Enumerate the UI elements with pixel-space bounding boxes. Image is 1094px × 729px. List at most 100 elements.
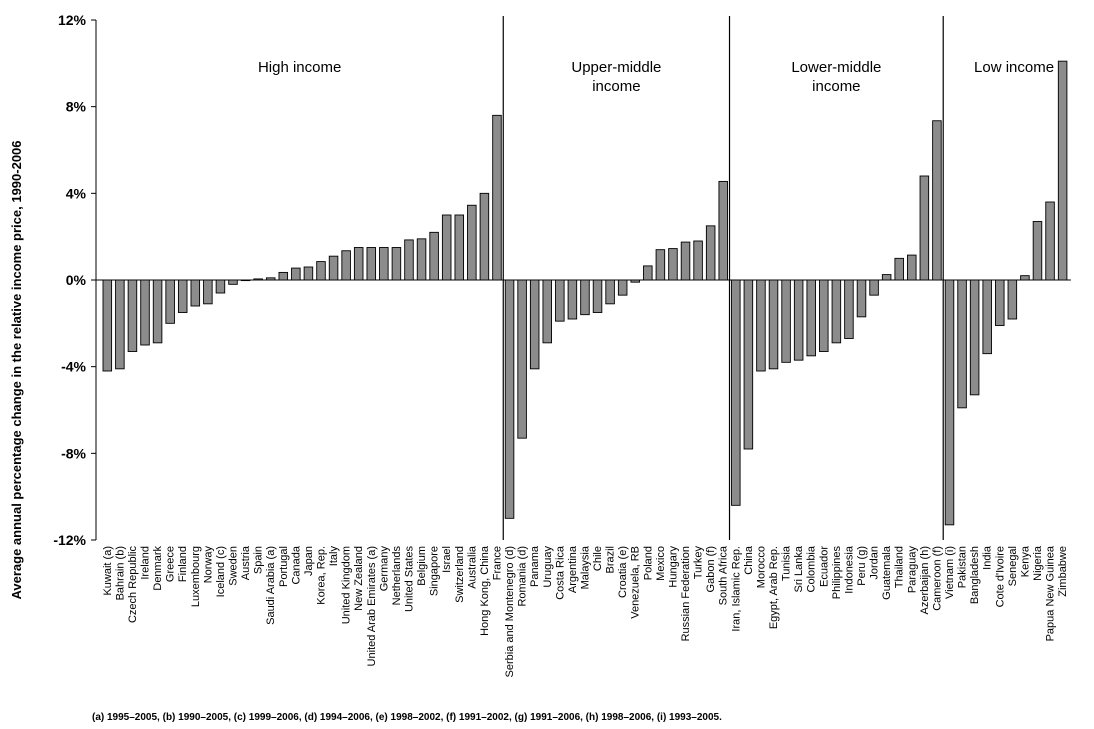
category-label: Malaysia	[579, 545, 591, 589]
category-label: Nigeria	[1032, 545, 1044, 581]
y-tick-label: 8%	[66, 99, 87, 115]
category-label: Spain	[253, 546, 265, 574]
y-tick-label: -4%	[61, 359, 86, 375]
bar	[944, 279, 955, 526]
category-label: Hong Kong, China	[479, 545, 491, 636]
category-label: Vietnam (i)	[944, 546, 956, 599]
bar	[894, 257, 904, 281]
bar	[127, 279, 138, 352]
bar	[303, 266, 314, 281]
category-label: Canada	[290, 545, 302, 584]
category-label: Azerbaijan (h)	[919, 546, 931, 614]
category-label: Denmark	[152, 546, 164, 591]
bar	[756, 279, 766, 372]
bar	[316, 261, 326, 281]
bar	[341, 250, 351, 281]
category-label: Romania (d)	[517, 546, 529, 607]
category-label: Sri Lanka	[793, 545, 805, 592]
bar	[353, 247, 364, 281]
category-label: Finland	[177, 546, 189, 582]
category-label: Bangladesh	[969, 546, 981, 604]
category-label: New Zealand	[353, 546, 365, 611]
bar	[1032, 221, 1043, 281]
footnote: (a) 1995–2005, (b) 1990–2005, (c) 1999–2…	[92, 712, 722, 723]
category-label: Ireland	[140, 546, 152, 580]
category-label: Paraguay	[906, 546, 918, 594]
category-label: Japan	[303, 546, 315, 576]
category-label: Netherlands	[391, 546, 403, 606]
bar	[265, 277, 276, 281]
category-label: Colombia	[806, 545, 818, 592]
bar	[781, 279, 791, 363]
bar	[907, 254, 917, 281]
bar	[529, 279, 540, 370]
bar	[806, 279, 816, 357]
bar	[441, 214, 452, 281]
bar	[215, 279, 226, 294]
category-label: Bahrain (b)	[114, 546, 126, 600]
category-label: Ecuador	[818, 546, 830, 587]
category-label: Singapore	[429, 546, 441, 596]
bar	[404, 239, 414, 281]
bar	[693, 240, 703, 281]
bar	[630, 279, 640, 283]
bars	[102, 60, 1068, 526]
category-label: Poland	[642, 546, 654, 580]
category-label: Pakistan	[957, 546, 969, 588]
category-label: Australia	[466, 545, 478, 589]
bar	[932, 120, 942, 281]
category-label: Mexico	[655, 546, 667, 581]
category-label: Uruguay	[542, 546, 554, 588]
bar-chart: Average annual percentage change in the …	[9, 12, 1071, 677]
bar	[492, 114, 502, 281]
category-label: Portugal	[278, 546, 290, 587]
category-label: United Kingdom	[341, 546, 353, 624]
bar	[479, 192, 490, 281]
group-labels: High income Upper-middle income Lower-middl…	[258, 59, 1054, 95]
bar	[731, 279, 741, 506]
bar	[278, 271, 289, 281]
category-label: Cameroon (f)	[931, 546, 943, 611]
bar	[617, 279, 628, 296]
category-label: Peru (g)	[856, 546, 868, 586]
group-separators	[502, 16, 944, 540]
bar	[291, 267, 301, 281]
category-label: Thailand	[894, 546, 906, 588]
bar	[768, 279, 779, 370]
category-label: Venezuela, RB	[630, 546, 642, 619]
category-label: Croatia (e)	[617, 546, 629, 598]
bar	[743, 279, 754, 450]
category-label: Sweden	[228, 546, 240, 586]
category-label: Norway	[202, 546, 214, 584]
bar	[517, 279, 527, 439]
bar	[1007, 279, 1018, 320]
category-label: Austria	[240, 545, 252, 580]
bar	[643, 265, 653, 281]
bar	[542, 279, 553, 344]
category-label: Czech Republic	[127, 546, 139, 624]
group-label: Upper-middle	[571, 59, 661, 76]
group-label: Low income	[974, 59, 1054, 76]
category-label: Saudi Arabia (a)	[265, 546, 277, 625]
category-label: China	[743, 545, 755, 575]
category-label: Argentina	[567, 545, 579, 593]
bar	[416, 238, 427, 281]
category-label: Zimbabwe	[1057, 546, 1069, 597]
bar	[177, 279, 188, 313]
bar	[190, 279, 201, 307]
bar	[718, 180, 728, 281]
bar	[328, 255, 339, 281]
category-label: Switzerland	[454, 546, 466, 603]
bar	[881, 274, 892, 281]
category-label: Germany	[378, 546, 390, 592]
category-label: Jordan	[869, 546, 881, 580]
y-tick-label: -12%	[53, 532, 86, 548]
category-label: Luxembourg	[190, 546, 202, 607]
category-label: Kuwait (a)	[102, 546, 114, 596]
bar	[366, 247, 377, 281]
bar	[680, 241, 691, 281]
category-label: Senegal	[1007, 546, 1019, 586]
bar	[1045, 201, 1055, 281]
bar	[982, 279, 992, 355]
category-label: France	[491, 546, 503, 580]
